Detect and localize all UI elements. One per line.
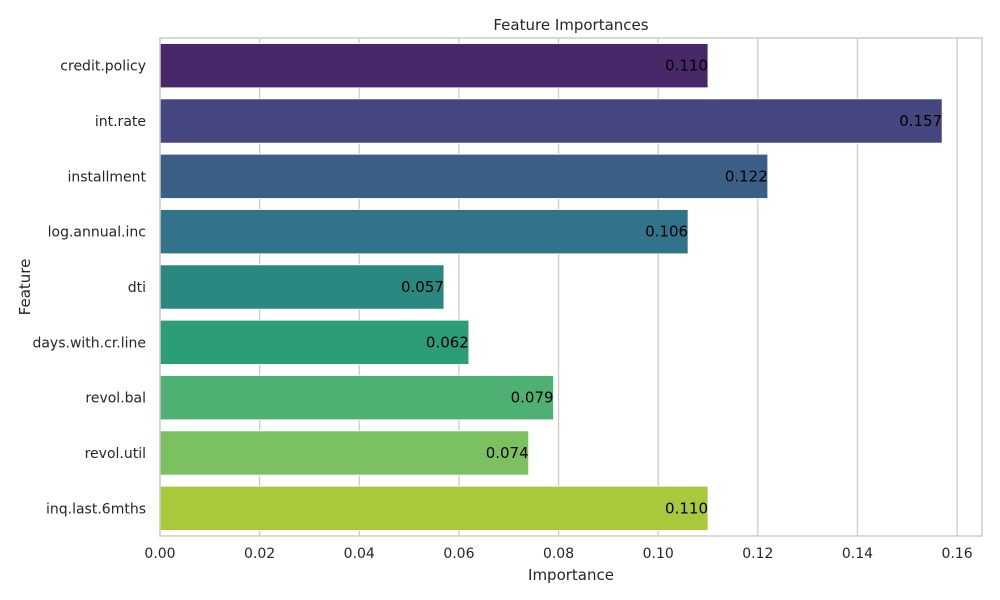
x-tick-label: 0.10 — [643, 546, 674, 562]
bar-credit-policy — [159, 43, 709, 89]
x-tick-labels: 0.00 0.02 0.04 0.06 0.08 0.10 0.12 0.14 0.16 — [144, 546, 972, 562]
x-tick-label: 0.06 — [443, 546, 474, 562]
x-tick-label: 0.16 — [942, 546, 973, 562]
bar-revol-util — [159, 430, 530, 476]
data-label: 0.122 — [725, 167, 768, 185]
data-label: 0.157 — [899, 112, 942, 130]
bar-int-rate — [159, 98, 943, 144]
x-tick-label: 0.00 — [144, 546, 175, 562]
data-label: 0.062 — [426, 333, 469, 351]
data-label: 0.110 — [665, 499, 708, 517]
bar-days-with-cr-line — [159, 319, 470, 365]
bars-group — [159, 43, 943, 531]
x-tick-label: 0.04 — [344, 546, 375, 562]
data-label: 0.106 — [645, 223, 688, 241]
bar-installment — [159, 153, 769, 199]
y-tick-label: inq.last.6mths — [46, 501, 146, 517]
y-tick-label: log.annual.inc — [48, 225, 146, 241]
data-label: 0.074 — [486, 444, 529, 462]
x-tick-label: 0.02 — [244, 546, 275, 562]
y-tick-label: credit.policy — [60, 59, 146, 75]
data-label: 0.057 — [401, 278, 444, 296]
y-tick-label: int.rate — [95, 114, 146, 130]
plot-frame — [159, 37, 983, 537]
x-tick-label: 0.14 — [842, 546, 873, 562]
bar-inq-last-6mths — [159, 485, 709, 531]
y-tick-label: revol.util — [85, 446, 146, 462]
chart-title: Feature Importances — [493, 16, 648, 34]
y-tick-labels: credit.policy int.rate installment log.annu… — [32, 59, 146, 518]
bar-log-annual-inc — [159, 209, 689, 255]
data-label: 0.110 — [665, 57, 708, 75]
y-tick-label: installment — [67, 169, 146, 185]
y-tick-label: revol.bal — [85, 391, 146, 407]
y-tick-label: dti — [128, 280, 146, 296]
y-axis-label: Feature — [16, 259, 34, 316]
bar-dti — [159, 264, 445, 310]
data-labels: 0.110 0.157 0.122 0.106 0.057 0.062 0.079 0.074… — [401, 57, 942, 518]
bar-revol-bal — [159, 375, 554, 421]
data-label: 0.079 — [511, 389, 554, 407]
x-tick-label: 0.12 — [742, 546, 773, 562]
x-axis-label: Importance — [528, 566, 614, 584]
y-tick-label: days.with.cr.line — [32, 335, 146, 351]
x-tick-label: 0.08 — [543, 546, 574, 562]
